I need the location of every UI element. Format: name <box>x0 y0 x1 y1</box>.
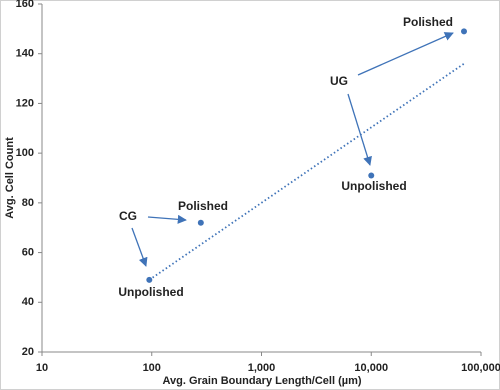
annotation: CG <box>119 209 137 223</box>
point <box>197 219 204 226</box>
y-tick-label: 100 <box>16 147 34 159</box>
annotation: Polished <box>178 199 228 213</box>
y-tick-label: 120 <box>16 97 34 109</box>
y-tick-label: 40 <box>22 296 34 308</box>
point <box>460 28 467 35</box>
arrow <box>147 214 187 224</box>
x-tick-label: 1,000 <box>248 362 276 374</box>
point <box>368 172 375 179</box>
annotation: UG <box>330 74 348 88</box>
y-axis-title: Avg. Cell Count <box>4 137 16 219</box>
arrow <box>357 32 454 76</box>
x-tick-label: 10,000 <box>354 362 388 374</box>
annotation: Polished <box>403 15 453 29</box>
annotation: Unpolished <box>341 179 406 193</box>
arrow <box>131 227 148 267</box>
annotation: Unpolished <box>118 285 183 299</box>
x-tick-label: 100,000 <box>461 362 500 374</box>
arrow <box>347 93 372 166</box>
y-tick-label: 80 <box>22 197 34 209</box>
y-tick-label: 20 <box>22 346 34 358</box>
trendline <box>148 62 465 281</box>
y-tick-label: 140 <box>16 48 34 60</box>
y-tick-label: 60 <box>22 246 34 258</box>
x-axis-title: Avg. Grain Boundary Length/Cell (µm) <box>162 375 361 387</box>
x-tick-label: 100 <box>143 362 161 374</box>
y-tick-label: 160 <box>16 0 34 10</box>
x-tick-label: 10 <box>36 362 48 374</box>
arrows <box>131 32 454 267</box>
